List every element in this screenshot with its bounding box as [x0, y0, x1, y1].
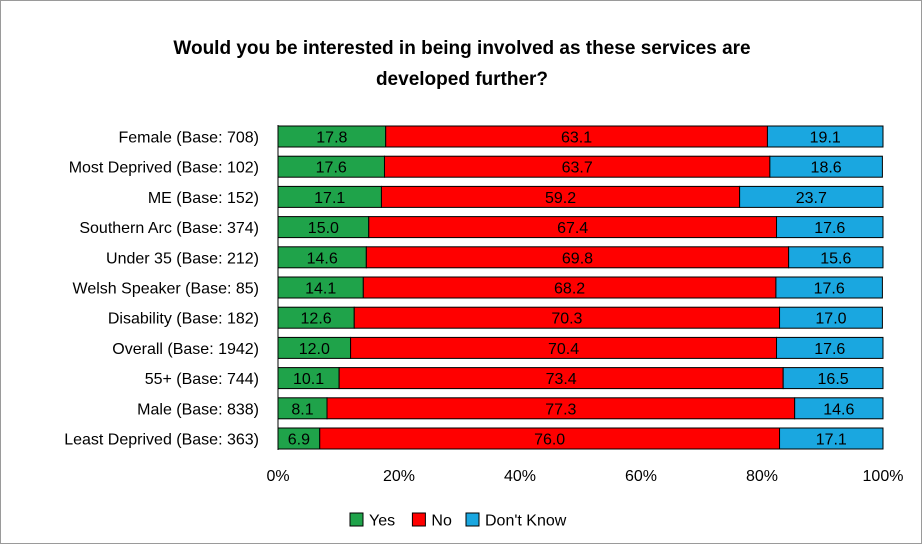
legend-label-no: No	[431, 513, 452, 530]
category-axis: Female (Base: 708) Most Deprived (Base: 1…	[64, 125, 279, 450]
data-label-no: 70.4	[548, 341, 579, 358]
data-label-yes: 12.6	[301, 311, 332, 328]
data-label-yes: 12.0	[299, 341, 330, 358]
bar-don-t-know	[776, 336, 884, 359]
plot-area: 17.8 63.1 19.1 17.6 63.7 18.6 17.1 59.2 23.7 15.0…	[277, 125, 884, 450]
category-label: 55+ (Base: 744)	[145, 371, 259, 388]
bar-don-t-know	[775, 276, 883, 299]
bar-don-t-know	[794, 397, 884, 420]
category-label: Overall (Base: 1942)	[112, 341, 259, 358]
legend-swatch-no	[411, 512, 426, 527]
value-axis: 0% 20% 40% 60% 80% 100%	[266, 468, 903, 485]
bar-don-t-know	[739, 185, 884, 208]
data-label-yes: 17.6	[316, 160, 347, 177]
x-tick-label: 40%	[504, 468, 536, 485]
bar-don-t-know	[776, 216, 884, 239]
bar-don-t-know	[766, 125, 884, 148]
bar-don-t-know	[782, 367, 884, 390]
chart-title-line-1: Would you be interested in being involve…	[173, 38, 750, 59]
legend-swatch-don-t-know	[465, 512, 480, 527]
chart-title: Would you be interested in being involve…	[173, 38, 750, 90]
data-label-no: 77.3	[545, 401, 576, 418]
category-label: ME (Base: 152)	[148, 190, 259, 207]
data-label-don-t-know: 17.1	[816, 432, 847, 449]
bar-don-t-know	[769, 155, 883, 178]
category-label: Under 35 (Base: 212)	[106, 250, 259, 267]
data-label-don-t-know: 17.0	[815, 311, 846, 328]
category-label: Most Deprived (Base: 102)	[69, 160, 259, 177]
x-tick-label: 100%	[863, 468, 904, 485]
data-label-don-t-know: 23.7	[796, 190, 827, 207]
data-label-yes: 15.0	[308, 220, 339, 237]
category-label: Disability (Base: 182)	[108, 311, 259, 328]
bar-don-t-know	[779, 427, 884, 450]
data-label-no: 63.7	[562, 160, 593, 177]
legend-label-don-t-know: Don't Know	[485, 513, 567, 530]
data-label-yes: 14.1	[305, 281, 336, 298]
data-label-no: 76.0	[534, 432, 565, 449]
category-label: Female (Base: 708)	[118, 130, 259, 147]
category-label: Southern Arc (Base: 374)	[79, 220, 259, 237]
data-label-no: 73.4	[546, 371, 577, 388]
data-label-don-t-know: 18.6	[811, 160, 842, 177]
legend: Yes No Don't Know	[349, 512, 567, 530]
data-label-no: 59.2	[545, 190, 576, 207]
data-label-don-t-know: 19.1	[810, 130, 841, 147]
category-label: Least Deprived (Base: 363)	[64, 432, 259, 449]
data-label-don-t-know: 15.6	[820, 250, 851, 267]
data-label-yes: 17.8	[316, 130, 347, 147]
data-label-don-t-know: 17.6	[814, 220, 845, 237]
chart-title-line-2: developed further?	[376, 69, 548, 90]
x-tick-label: 20%	[383, 468, 415, 485]
legend-swatch-yes	[349, 512, 364, 527]
data-label-yes: 8.1	[291, 401, 313, 418]
category-label: Welsh Speaker (Base: 85)	[73, 281, 259, 298]
x-tick-label: 60%	[625, 468, 657, 485]
data-label-yes: 10.1	[293, 371, 324, 388]
x-tick-label: 0%	[266, 468, 289, 485]
data-label-don-t-know: 17.6	[814, 341, 845, 358]
data-label-don-t-know: 17.6	[814, 281, 845, 298]
data-label-no: 67.4	[557, 220, 588, 237]
x-tick-label: 80%	[746, 468, 778, 485]
data-label-yes: 6.9	[288, 432, 310, 449]
data-label-don-t-know: 14.6	[823, 401, 854, 418]
bar-don-t-know	[779, 306, 883, 329]
data-label-yes: 14.6	[307, 250, 338, 267]
legend-label-yes: Yes	[369, 513, 395, 530]
data-label-no: 68.2	[554, 281, 585, 298]
data-label-no: 70.3	[551, 311, 582, 328]
category-label: Male (Base: 838)	[137, 401, 259, 418]
bar-don-t-know	[788, 246, 884, 269]
data-label-don-t-know: 16.5	[818, 371, 849, 388]
data-label-yes: 17.1	[314, 190, 345, 207]
data-label-no: 69.8	[562, 250, 593, 267]
data-label-no: 63.1	[561, 130, 592, 147]
